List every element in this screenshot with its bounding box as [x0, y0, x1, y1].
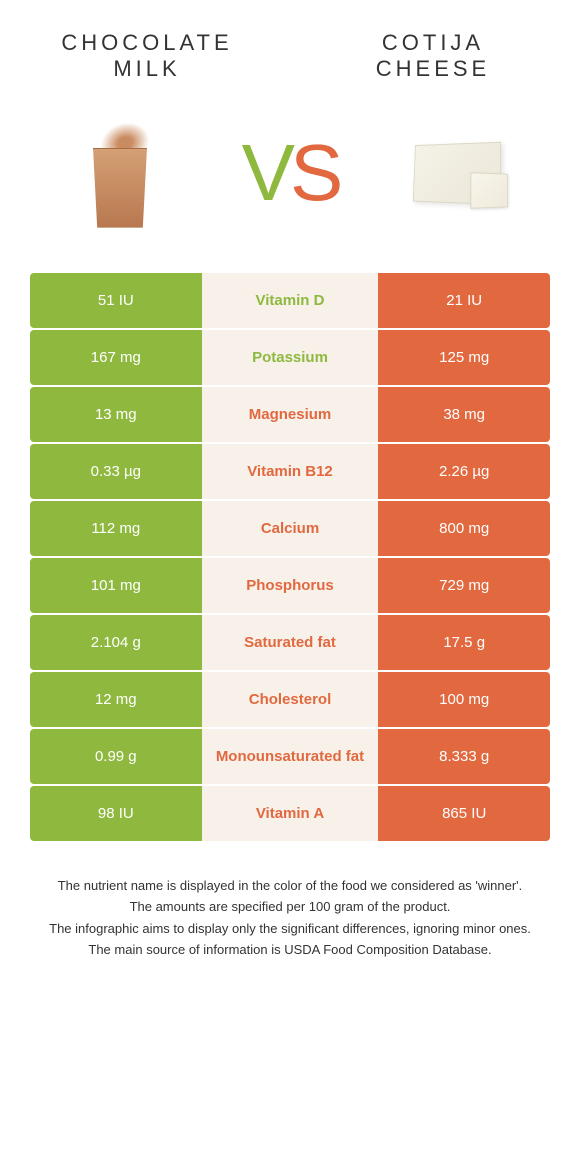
- right-value: 100 mg: [378, 672, 550, 727]
- nutrient-label: Magnesium: [202, 387, 379, 442]
- footer-line: The nutrient name is displayed in the co…: [30, 876, 550, 896]
- left-value: 0.33 µg: [30, 444, 202, 499]
- left-value: 112 mg: [30, 501, 202, 556]
- left-value: 13 mg: [30, 387, 202, 442]
- left-value: 51 IU: [30, 273, 202, 328]
- nutrient-label: Cholesterol: [202, 672, 379, 727]
- nutrient-label: Vitamin D: [202, 273, 379, 328]
- table-row: 112 mgCalcium800 mg: [30, 501, 550, 556]
- footer: The nutrient name is displayed in the co…: [30, 876, 550, 960]
- nutrient-label: Potassium: [202, 330, 379, 385]
- chocolate-milk-icon: [75, 118, 165, 228]
- nutrient-label: Vitamin B12: [202, 444, 379, 499]
- right-title: COTIJA CHEESE: [316, 30, 550, 83]
- table-row: 13 mgMagnesium38 mg: [30, 387, 550, 442]
- nutrient-label: Saturated fat: [202, 615, 379, 670]
- left-value: 98 IU: [30, 786, 202, 841]
- table-row: 0.33 µgVitamin B122.26 µg: [30, 444, 550, 499]
- cotija-cheese-icon: [405, 133, 515, 213]
- comparison-table: 51 IUVitamin D21 IU167 mgPotassium125 mg…: [30, 273, 550, 841]
- vs-v: V: [242, 128, 290, 217]
- table-row: 0.99 gMonounsaturated fat8.333 g: [30, 729, 550, 784]
- left-value: 2.104 g: [30, 615, 202, 670]
- right-value: 865 IU: [378, 786, 550, 841]
- table-row: 167 mgPotassium125 mg: [30, 330, 550, 385]
- right-value: 2.26 µg: [378, 444, 550, 499]
- left-value: 101 mg: [30, 558, 202, 613]
- vs-s: S: [290, 128, 338, 217]
- right-value: 8.333 g: [378, 729, 550, 784]
- left-image: [50, 103, 190, 243]
- footer-line: The main source of information is USDA F…: [30, 940, 550, 960]
- right-value: 800 mg: [378, 501, 550, 556]
- right-value: 38 mg: [378, 387, 550, 442]
- left-value: 167 mg: [30, 330, 202, 385]
- footer-line: The amounts are specified per 100 gram o…: [30, 897, 550, 917]
- right-image: [390, 103, 530, 243]
- right-value: 17.5 g: [378, 615, 550, 670]
- nutrient-label: Phosphorus: [202, 558, 379, 613]
- vs-label: VS: [242, 127, 339, 219]
- left-value: 12 mg: [30, 672, 202, 727]
- table-row: 2.104 gSaturated fat17.5 g: [30, 615, 550, 670]
- left-title: CHOCOLATE MILK: [30, 30, 264, 83]
- table-row: 51 IUVitamin D21 IU: [30, 273, 550, 328]
- footer-line: The infographic aims to display only the…: [30, 919, 550, 939]
- nutrient-label: Vitamin A: [202, 786, 379, 841]
- nutrient-label: Calcium: [202, 501, 379, 556]
- right-value: 21 IU: [378, 273, 550, 328]
- table-row: 101 mgPhosphorus729 mg: [30, 558, 550, 613]
- images-row: VS: [30, 103, 550, 243]
- right-value: 729 mg: [378, 558, 550, 613]
- left-value: 0.99 g: [30, 729, 202, 784]
- header: CHOCOLATE MILK COTIJA CHEESE: [30, 30, 550, 83]
- nutrient-label: Monounsaturated fat: [202, 729, 379, 784]
- table-row: 12 mgCholesterol100 mg: [30, 672, 550, 727]
- right-value: 125 mg: [378, 330, 550, 385]
- table-row: 98 IUVitamin A865 IU: [30, 786, 550, 841]
